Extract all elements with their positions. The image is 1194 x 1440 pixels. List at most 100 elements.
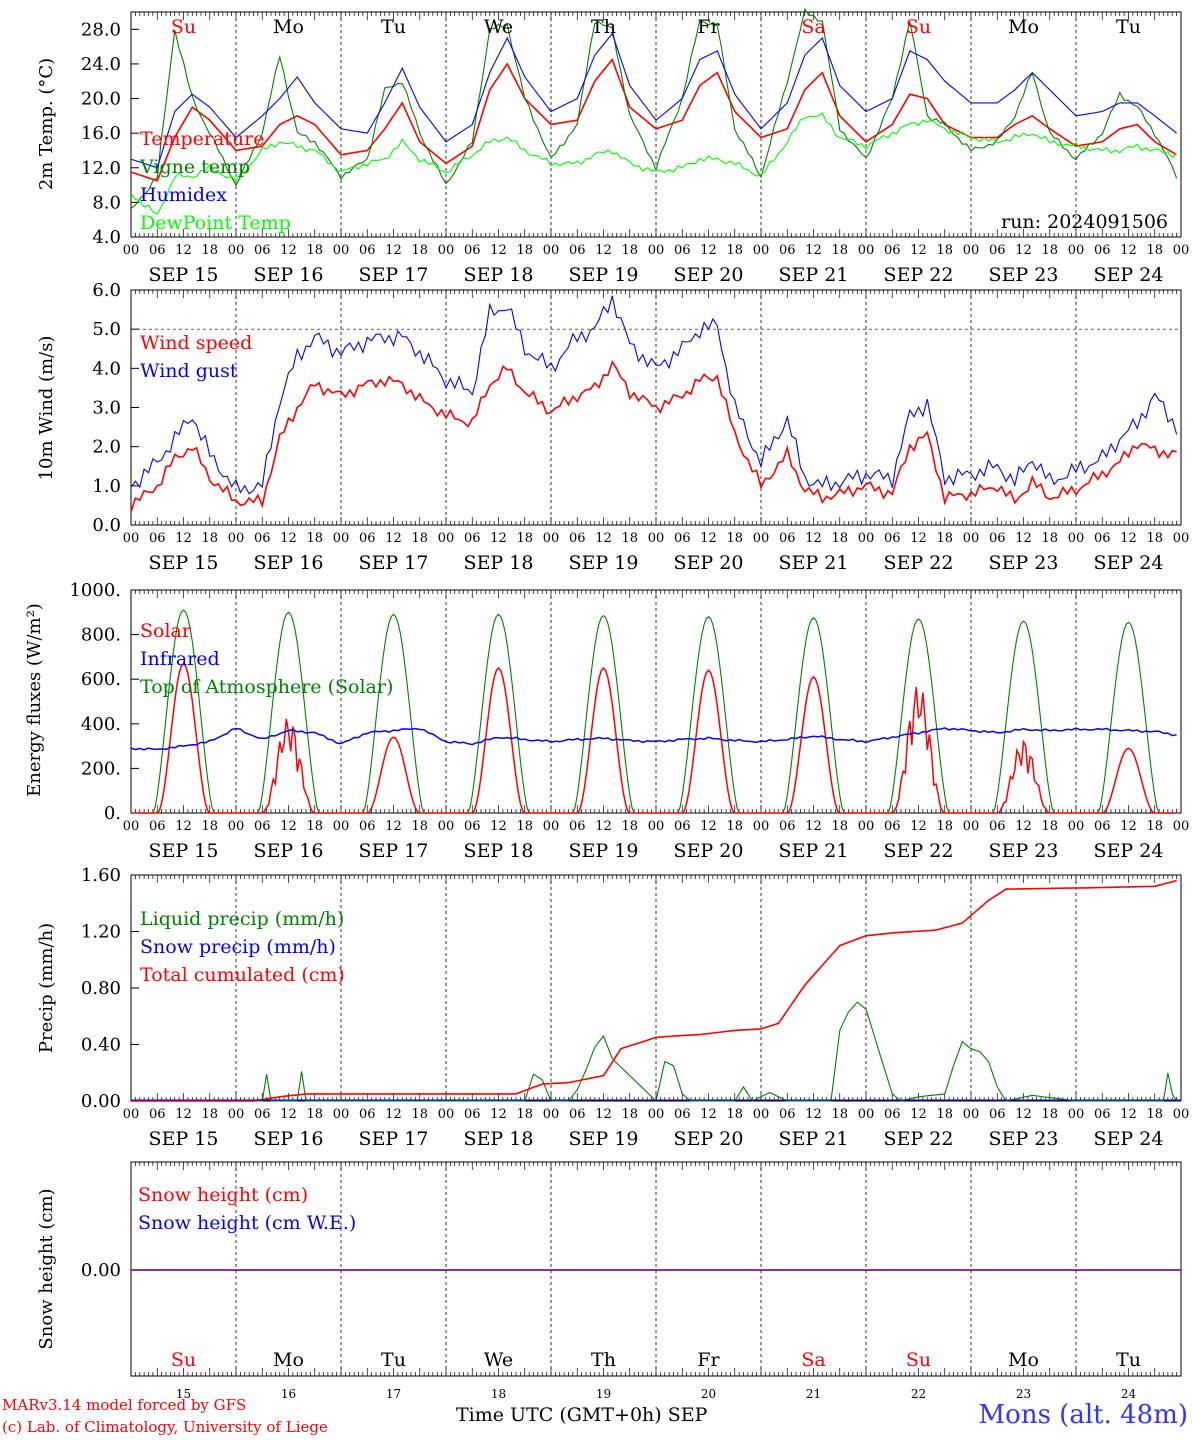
hour-label-2: 00: [1068, 531, 1085, 546]
hour-label-3: 18: [726, 819, 743, 834]
date-label-4: SEP 17: [359, 1128, 429, 1150]
hour-label-4: 12: [805, 1107, 822, 1122]
weekday-label-bottom: Mo: [1008, 1349, 1039, 1371]
hour-label-3: 18: [516, 819, 533, 834]
day-number-label: 15: [176, 1387, 191, 1401]
hour-label-1: 06: [779, 243, 796, 258]
date-label-2: SEP 23: [989, 552, 1059, 574]
hour-label-4: 00: [228, 1107, 245, 1122]
hour-label-4: 06: [779, 1107, 796, 1122]
date-label-1: SEP 20: [674, 264, 744, 286]
weekday-label-top: Th: [591, 16, 616, 38]
hour-label-1: 00: [753, 243, 770, 258]
hour-label-4: 12: [175, 1107, 192, 1122]
hour-label-2: 12: [1120, 531, 1137, 546]
hour-label-3: 12: [175, 819, 192, 834]
hour-label-2: 00: [1173, 531, 1190, 546]
hour-label-3: 18: [831, 819, 848, 834]
y-tick-label-4: 0.00: [81, 1091, 121, 1112]
hour-label-2: 18: [201, 531, 218, 546]
hour-label-2: 12: [175, 531, 192, 546]
date-label-4: SEP 22: [884, 1128, 954, 1150]
hour-label-2: 06: [359, 531, 376, 546]
hour-label-1: 00: [333, 243, 350, 258]
date-label-3: SEP 23: [989, 840, 1059, 862]
hour-label-3: 00: [753, 819, 770, 834]
hour-label-2: 18: [831, 531, 848, 546]
legend-entry-1: Humidex: [140, 184, 227, 206]
month-label: SEP: [667, 1404, 708, 1426]
hour-label-3: 18: [306, 819, 323, 834]
hour-label-3: 00: [1173, 819, 1190, 834]
hour-label-1: 12: [805, 243, 822, 258]
hour-label-2: 06: [149, 531, 166, 546]
date-label-1: SEP 17: [359, 264, 429, 286]
date-label-2: SEP 16: [254, 552, 324, 574]
hour-label-1: 00: [543, 243, 560, 258]
hour-label-1: 00: [963, 243, 980, 258]
hour-label-4: 06: [149, 1107, 166, 1122]
hour-label-2: 12: [910, 531, 927, 546]
hour-label-4: 06: [989, 1107, 1006, 1122]
hour-label-2: 00: [333, 531, 350, 546]
weekday-label-bottom: Tu: [1116, 1349, 1141, 1371]
lab-credit-line: (c) Lab. of Climatology, University of L…: [2, 1418, 328, 1436]
hour-label-4: 12: [595, 1107, 612, 1122]
hour-label-3: 00: [963, 819, 980, 834]
y-tick-label-2: 1.0: [92, 476, 121, 497]
hour-label-2: 18: [726, 531, 743, 546]
hour-label-1: 12: [1015, 243, 1032, 258]
date-label-1: SEP 18: [464, 264, 534, 286]
y-axis-label-3: Energy fluxes (W/m²): [24, 603, 45, 797]
date-label-3: SEP 17: [359, 840, 429, 862]
y-tick-label-4: 1.60: [81, 865, 121, 886]
day-number-label: 16: [281, 1387, 296, 1401]
date-label-4: SEP 19: [569, 1128, 639, 1150]
hour-label-1: 18: [1146, 243, 1163, 258]
legend-entry-3: Infrared: [140, 648, 220, 670]
y-tick-label-3: 0.: [104, 803, 121, 824]
hour-label-4: 18: [201, 1107, 218, 1122]
y-tick-label-1: 12.0: [81, 158, 121, 179]
hour-label-4: 00: [438, 1107, 455, 1122]
hour-label-2: 18: [411, 531, 428, 546]
series-line-top-of-atmosphere: [131, 609, 1177, 814]
hour-label-3: 06: [1094, 819, 1111, 834]
y-tick-label-4: 1.20: [81, 922, 121, 943]
hour-label-4: 00: [333, 1107, 350, 1122]
hour-label-3: 12: [595, 819, 612, 834]
y-tick-label-2: 4.0: [92, 358, 121, 379]
series-line-infrared: [130, 727, 1177, 751]
hour-label-2: 06: [1094, 531, 1111, 546]
legend-entry-1: Vigne temp: [139, 156, 250, 178]
hour-label-4: 06: [674, 1107, 691, 1122]
date-label-3: SEP 15: [149, 840, 219, 862]
y-axis-label-2: 10m Wind (m/s): [36, 336, 57, 481]
date-label-2: SEP 17: [359, 552, 429, 574]
hour-label-1: 06: [884, 243, 901, 258]
hour-label-2: 06: [989, 531, 1006, 546]
date-label-4: SEP 18: [464, 1128, 534, 1150]
legend-entry-3: Top of Atmosphere (Solar): [140, 676, 393, 698]
hour-label-1: 18: [306, 243, 323, 258]
hour-label-3: 18: [621, 819, 638, 834]
hour-label-2: 00: [543, 531, 560, 546]
hour-label-2: 06: [884, 531, 901, 546]
hour-label-2: 18: [1146, 531, 1163, 546]
legend-entry-2: Wind speed: [140, 332, 252, 354]
hour-label-1: 06: [149, 243, 166, 258]
weekday-label-top: We: [484, 16, 513, 38]
hour-label-1: 12: [910, 243, 927, 258]
legend-entry-5: Snow height (cm): [138, 1184, 308, 1206]
hour-label-3: 12: [910, 819, 927, 834]
series-line-wind-speed: [130, 360, 1177, 513]
hour-label-2: 18: [621, 531, 638, 546]
hour-label-4: 00: [543, 1107, 560, 1122]
hour-label-2: 06: [464, 531, 481, 546]
hour-label-2: 12: [700, 531, 717, 546]
hour-label-2: 12: [490, 531, 507, 546]
date-label-1: SEP 19: [569, 264, 639, 286]
hour-label-4: 00: [123, 1107, 140, 1122]
hour-label-2: 12: [385, 531, 402, 546]
series-line-solar: [131, 662, 1177, 814]
